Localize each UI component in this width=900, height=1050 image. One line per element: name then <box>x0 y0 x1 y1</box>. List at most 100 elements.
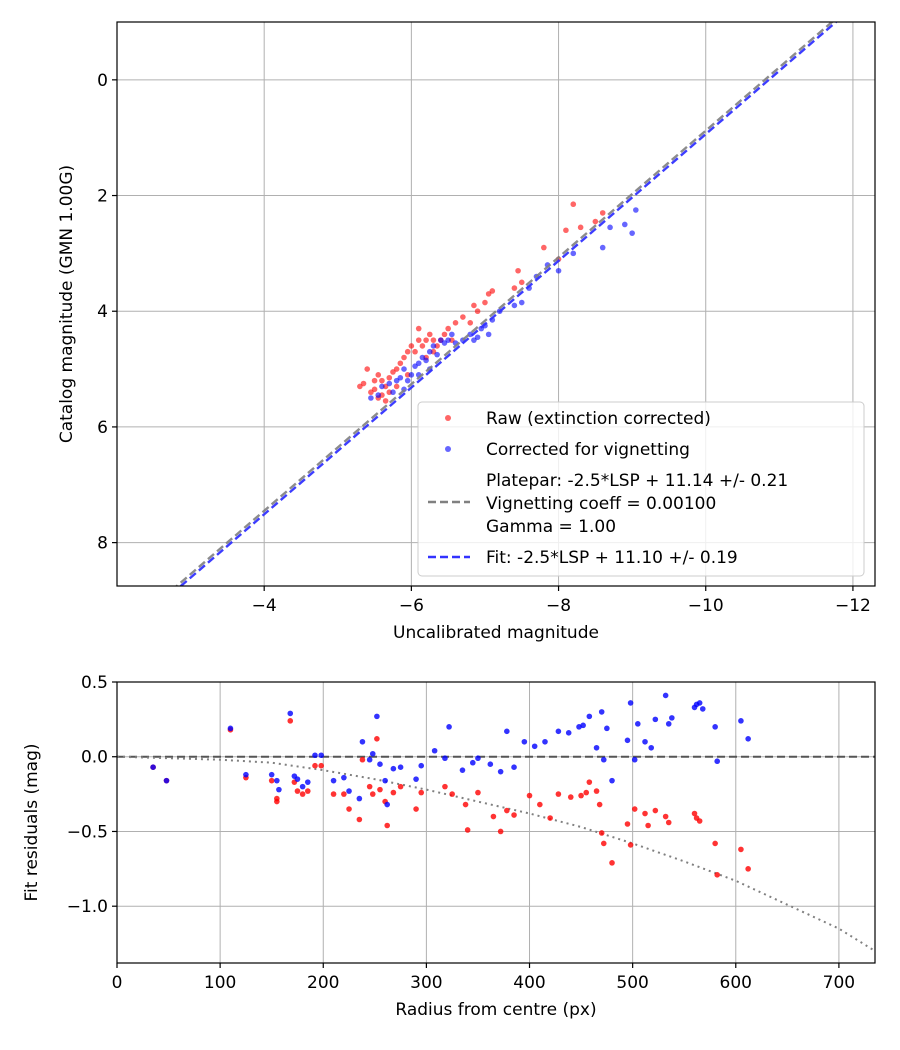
corrected-point <box>511 302 518 309</box>
raw-point <box>460 314 466 320</box>
raw-point <box>490 813 497 820</box>
corrected-point <box>604 725 610 732</box>
raw-point <box>471 302 477 309</box>
corrected-point <box>459 767 466 773</box>
corrected-point <box>386 380 393 387</box>
corrected-point <box>565 730 572 736</box>
magnitude-calibration-chart: −4 −6 −8 −10 −12 0 2 4 6 8 Uncalibrated magnitude C… <box>57 21 876 643</box>
raw-point <box>583 789 590 796</box>
y-tick-label: 4 <box>97 302 108 322</box>
raw-point <box>449 791 455 797</box>
raw-series <box>150 718 751 878</box>
raw-point <box>593 788 600 794</box>
corrected-point <box>390 389 396 396</box>
raw-point <box>386 374 393 381</box>
corrected-point <box>469 759 476 766</box>
raw-point <box>570 201 577 208</box>
raw-point <box>497 828 504 835</box>
x-tick-label: 0 <box>112 973 123 993</box>
corrected-point <box>474 334 481 341</box>
corrected-point <box>418 762 425 769</box>
corrected-point <box>390 765 397 772</box>
x-tick-label: 300 <box>410 973 442 993</box>
corrected-point <box>511 764 517 770</box>
raw-point <box>563 227 569 234</box>
corrected-point <box>359 738 366 745</box>
corrected-point <box>555 267 562 274</box>
corrected-point <box>445 337 451 343</box>
corrected-point <box>652 716 659 723</box>
corrected-point <box>521 738 528 745</box>
raw-point <box>360 380 367 387</box>
raw-point <box>665 819 672 826</box>
legend-platepar-label: Vignetting coeff = 0.00100 <box>486 494 716 514</box>
raw-point <box>441 331 448 338</box>
corrected-point <box>299 783 306 790</box>
corrected-point <box>593 744 600 751</box>
corrected-point <box>312 752 318 759</box>
raw-point <box>745 866 751 872</box>
corrected-point <box>586 713 593 720</box>
raw-point <box>475 789 481 796</box>
corrected-point <box>404 377 411 384</box>
raw-point <box>390 789 397 796</box>
corrected-point <box>542 738 548 745</box>
corrected-point <box>442 755 448 762</box>
legend-box <box>417 401 865 577</box>
raw-point <box>596 801 603 808</box>
plot-frame <box>116 21 876 587</box>
corrected-point <box>745 735 751 742</box>
raw-point <box>464 827 471 833</box>
corrected-point <box>227 725 234 732</box>
raw-point <box>382 398 389 404</box>
legend-raw-marker <box>445 415 451 421</box>
raw-point <box>645 822 651 829</box>
raw-point <box>413 806 419 812</box>
raw-point <box>609 860 615 866</box>
x-tick-label: 200 <box>307 973 339 993</box>
corrected-point <box>426 348 433 355</box>
raw-point <box>393 366 400 372</box>
raw-point <box>430 337 437 343</box>
raw-point <box>511 285 518 291</box>
corrected-point <box>531 743 538 750</box>
corrected-point <box>696 700 703 706</box>
raw-point <box>318 762 324 769</box>
corrected-point <box>434 351 440 358</box>
corrected-point <box>346 788 352 794</box>
corrected-point <box>665 721 672 727</box>
raw-point <box>371 377 378 384</box>
raw-point <box>397 783 404 790</box>
raw-point <box>712 840 718 847</box>
x-tick-label: 700 <box>823 973 855 993</box>
corrected-point <box>341 774 347 781</box>
fit-line <box>179 22 838 586</box>
raw-point <box>578 792 584 799</box>
raw-point <box>274 798 280 805</box>
raw-series <box>357 201 606 404</box>
raw-point <box>577 224 584 231</box>
corrected-point <box>163 777 170 784</box>
x-tick-label: −10 <box>688 596 724 616</box>
corrected-point <box>375 392 382 398</box>
raw-point <box>537 801 543 808</box>
raw-point <box>599 210 606 216</box>
corrected-point <box>518 299 525 306</box>
raw-point <box>547 815 553 821</box>
raw-point <box>364 366 371 372</box>
legend-fit-label: Fit: -2.5*LSP + 11.10 +/- 0.19 <box>486 548 738 568</box>
y-tick-label: 6 <box>97 418 108 438</box>
corrected-point <box>712 724 718 730</box>
corrected-point <box>633 207 639 213</box>
corrected-point <box>699 706 706 712</box>
raw-point <box>268 777 275 784</box>
raw-point <box>600 840 607 847</box>
raw-point <box>419 343 426 349</box>
raw-point <box>404 348 411 355</box>
corrected-point <box>555 728 562 735</box>
raw-point <box>401 354 407 361</box>
raw-point <box>418 789 425 796</box>
raw-point <box>445 325 451 332</box>
corrected-point <box>397 764 404 770</box>
ticks <box>112 79 854 591</box>
